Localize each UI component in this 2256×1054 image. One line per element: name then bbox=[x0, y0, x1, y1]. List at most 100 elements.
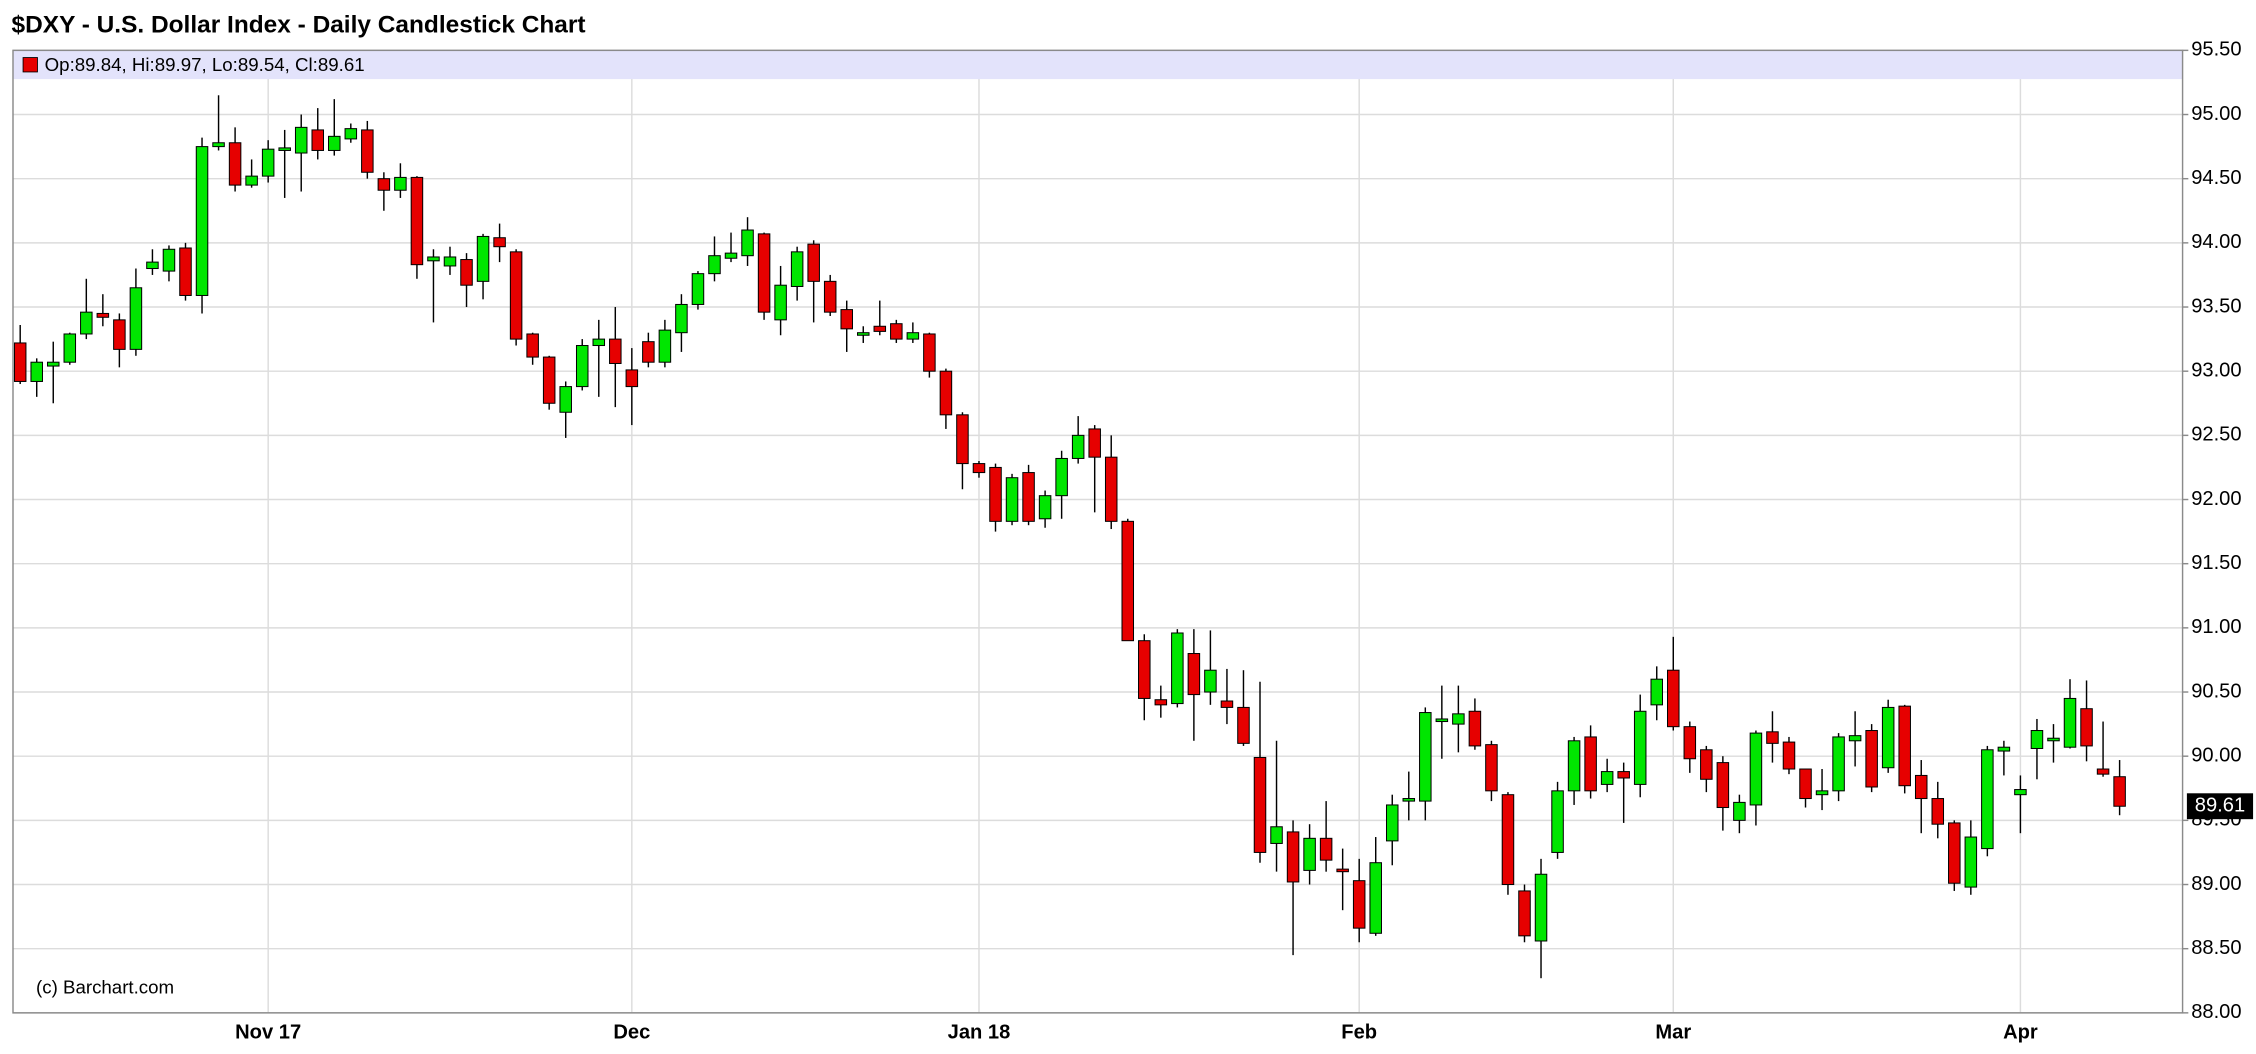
y-tick-label: 92.00 bbox=[2191, 488, 2241, 510]
candle-body bbox=[1981, 749, 1994, 850]
y-tick-label: 95.50 bbox=[2191, 39, 2241, 61]
candle-body bbox=[2096, 768, 2110, 775]
candle-body bbox=[278, 147, 291, 151]
candle-body bbox=[1617, 771, 1630, 779]
candle-body bbox=[642, 341, 655, 363]
candle-body bbox=[873, 325, 887, 332]
candle-body bbox=[1667, 669, 1680, 728]
candle-body bbox=[526, 333, 539, 358]
candle-body bbox=[1204, 669, 1217, 693]
candle-body bbox=[1154, 699, 1168, 706]
candle-body bbox=[344, 128, 358, 140]
candle-body bbox=[410, 176, 424, 266]
candle-body bbox=[1567, 740, 1581, 792]
y-tick-label: 94.50 bbox=[2191, 167, 2241, 189]
candle-body bbox=[2080, 708, 2093, 747]
plot-background bbox=[12, 50, 2183, 1013]
candle-body bbox=[228, 142, 242, 186]
candle-body bbox=[113, 319, 126, 350]
candle-body bbox=[1584, 736, 1597, 792]
candle-body bbox=[2047, 737, 2060, 742]
candle-body bbox=[1220, 700, 1234, 708]
candle-body bbox=[741, 229, 754, 257]
candle-body bbox=[394, 176, 407, 191]
candle-body bbox=[1716, 762, 1730, 809]
candle-body bbox=[1518, 890, 1531, 937]
candle-body bbox=[1551, 790, 1564, 853]
candle-body bbox=[261, 148, 275, 177]
candle-body bbox=[1534, 873, 1548, 942]
candle-body bbox=[1303, 837, 1316, 871]
candle-body bbox=[162, 248, 176, 272]
candle-body bbox=[708, 255, 721, 275]
candle-body bbox=[493, 237, 506, 248]
candle-body bbox=[1402, 798, 1416, 802]
candle-body bbox=[1832, 736, 1845, 792]
y-tick-label: 91.50 bbox=[2191, 552, 2241, 574]
candle-body bbox=[807, 243, 820, 282]
candle-body bbox=[1683, 726, 1697, 760]
candle-body bbox=[1138, 640, 1151, 699]
legend-text: Op:89.84, Hi:89.97, Lo:89.54, Cl:89.61 bbox=[45, 54, 365, 75]
y-tick-label: 90.50 bbox=[2191, 680, 2241, 702]
candle-body bbox=[1485, 744, 1498, 792]
candle-body bbox=[1237, 706, 1250, 744]
candle-body bbox=[1171, 632, 1184, 705]
legend-band bbox=[12, 50, 2183, 80]
candle-body bbox=[179, 247, 192, 296]
candle-body bbox=[1336, 868, 1349, 873]
plot-border bbox=[12, 49, 2184, 1014]
candle-body bbox=[1964, 836, 1978, 888]
y-tick-label: 88.00 bbox=[2191, 1001, 2241, 1023]
candle-body bbox=[1104, 456, 1118, 522]
candle-body bbox=[509, 251, 523, 340]
candle-body bbox=[857, 332, 870, 336]
x-tick-label: Jan 18 bbox=[948, 1021, 1011, 1043]
candle-body bbox=[1369, 862, 1382, 934]
candle-body bbox=[2113, 776, 2126, 807]
candle-body bbox=[989, 466, 1002, 522]
candle-body bbox=[460, 259, 473, 286]
candle-body bbox=[1435, 718, 1449, 723]
y-tick-label: 91.00 bbox=[2191, 616, 2241, 638]
candle-body bbox=[1948, 822, 1961, 884]
candle-body bbox=[1881, 706, 1895, 769]
watermark: (c) Barchart.com bbox=[36, 976, 174, 997]
candle-body bbox=[1766, 731, 1779, 744]
candle-body bbox=[1071, 434, 1085, 459]
y-tick-label: 93.00 bbox=[2191, 360, 2241, 382]
candle-body bbox=[1319, 837, 1333, 861]
candle-body bbox=[1286, 831, 1300, 883]
candle-body bbox=[1419, 712, 1432, 802]
y-tick-label: 95.00 bbox=[2191, 103, 2241, 125]
candle-body bbox=[1468, 710, 1482, 747]
x-tick-label: Feb bbox=[1341, 1021, 1377, 1043]
x-tick-label: Dec bbox=[613, 1021, 650, 1043]
candle-body bbox=[361, 129, 374, 173]
candle-body bbox=[13, 342, 27, 382]
y-tick-label: 88.50 bbox=[2191, 937, 2241, 959]
candle-body bbox=[1914, 774, 1928, 800]
candle-body bbox=[1782, 741, 1796, 770]
candle-body bbox=[1815, 790, 1829, 796]
candle-body bbox=[212, 142, 225, 148]
x-tick-label: Mar bbox=[1655, 1021, 1691, 1043]
grid bbox=[12, 49, 2183, 1014]
candle-body bbox=[1749, 732, 1763, 806]
candle-body bbox=[972, 463, 986, 474]
candle-body bbox=[1121, 520, 1135, 642]
candle-body bbox=[840, 309, 853, 330]
candle-body bbox=[559, 386, 572, 413]
candles bbox=[13, 95, 2126, 979]
last-price-label: 89.61 bbox=[2195, 795, 2245, 817]
y-tick-label: 94.00 bbox=[2191, 231, 2241, 253]
candle-body bbox=[1088, 428, 1101, 458]
candle-body bbox=[311, 129, 325, 151]
y-tick-label: 92.50 bbox=[2191, 424, 2241, 446]
candle-body bbox=[939, 370, 953, 416]
candle-body bbox=[1055, 457, 1068, 497]
candle-body bbox=[245, 175, 258, 186]
candle-body bbox=[294, 126, 308, 154]
